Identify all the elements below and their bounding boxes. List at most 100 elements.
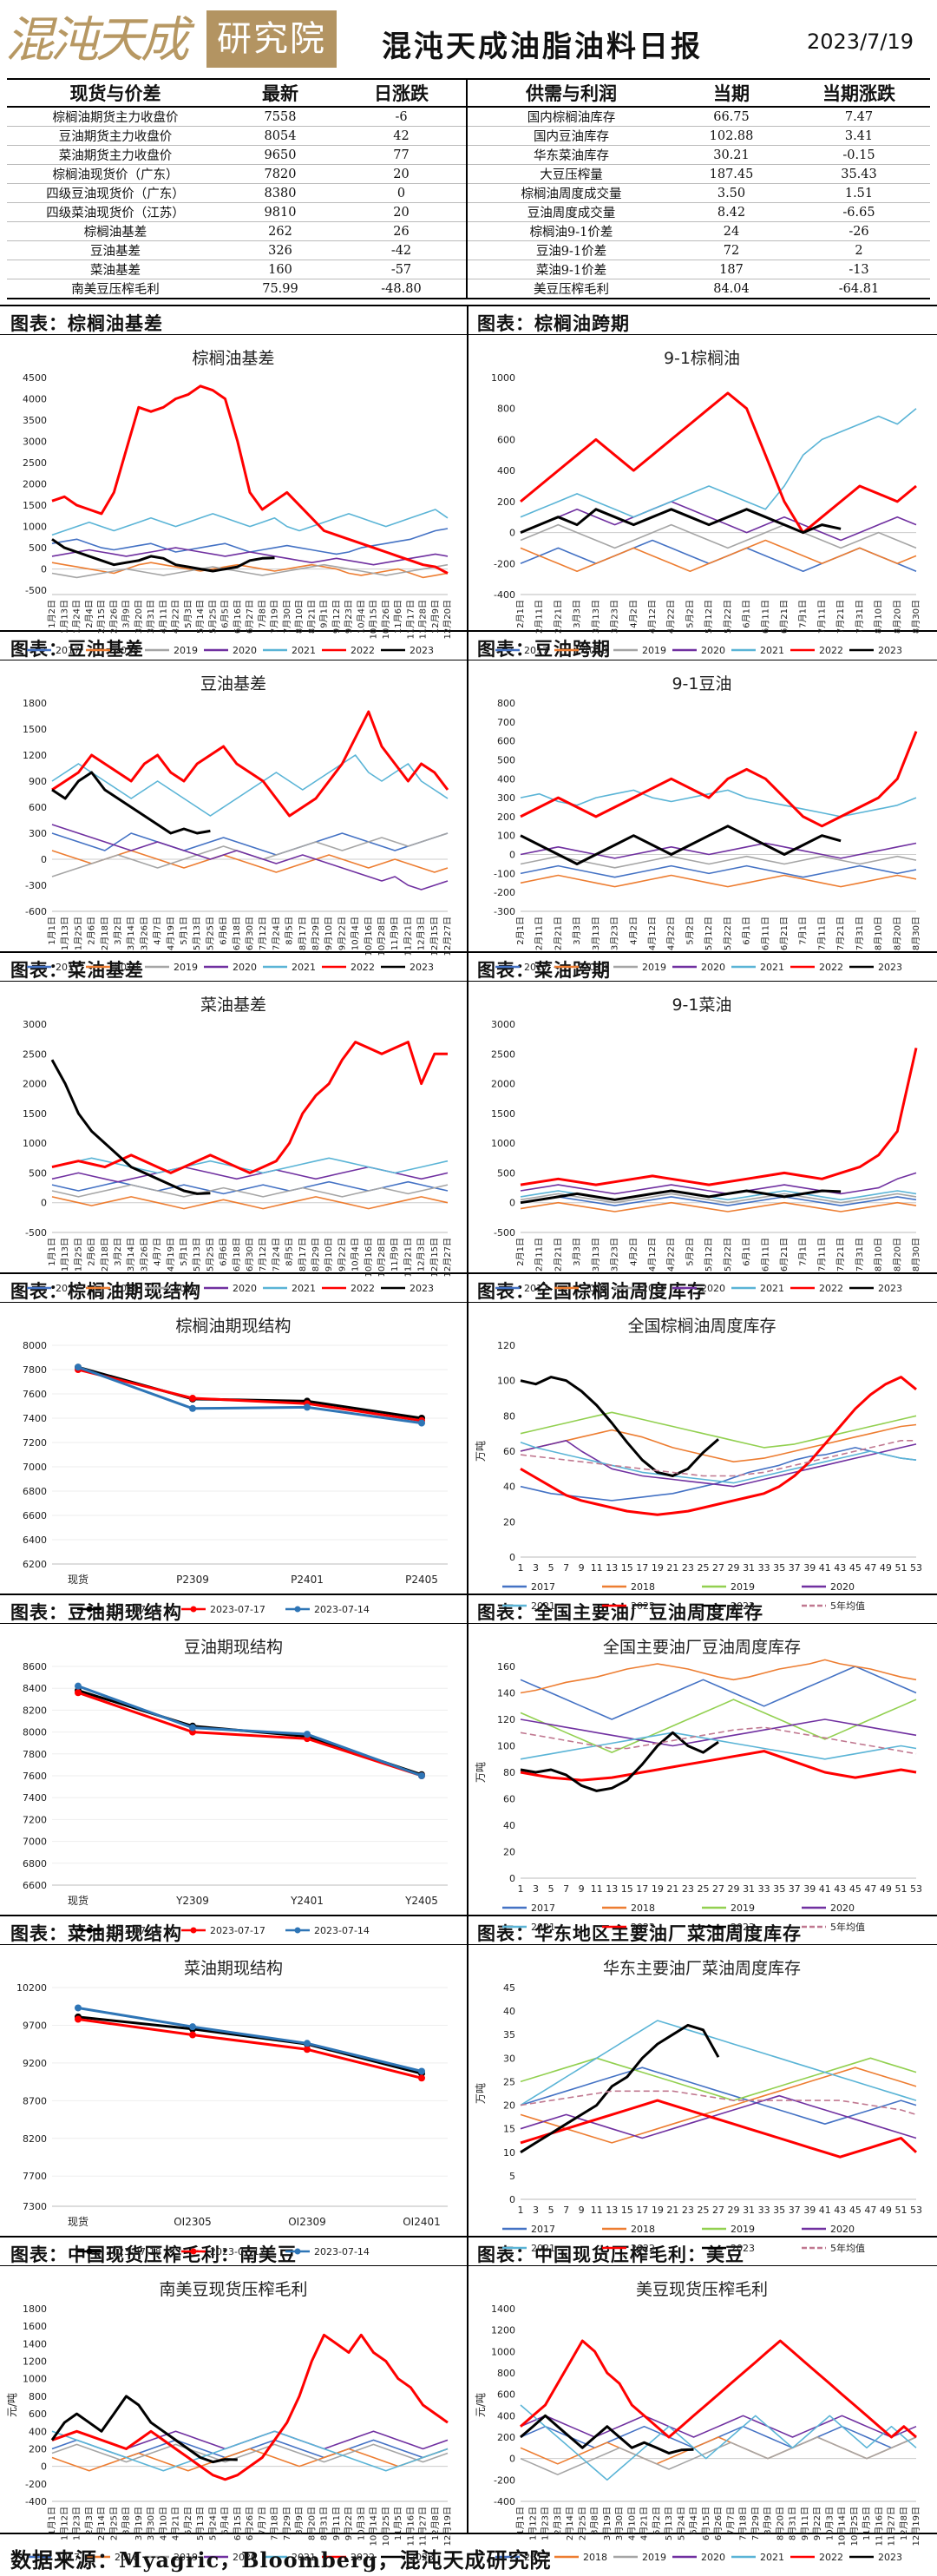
y-tick-label: -600 <box>25 906 47 917</box>
y-tick-label: 1200 <box>23 2356 47 2368</box>
y-tick-label: 20 <box>503 2100 515 2112</box>
legend-label: 2019 <box>174 962 198 973</box>
x-tick-label: 4月22日 <box>666 600 677 634</box>
legend-label: 2020 <box>233 2552 257 2563</box>
legend-label: 2021 <box>760 1283 784 1294</box>
x-tick-label: 4月19日 <box>166 917 176 950</box>
x-tick-label: 5月25日 <box>207 600 218 634</box>
series-line-2017 <box>520 864 917 878</box>
table-row: 棕榈油基差 262 26 棕榈油9-1价差 24 -26 <box>7 221 930 241</box>
y-tick-label: 500 <box>497 1167 515 1179</box>
legend-label: 2023 <box>731 1600 755 1612</box>
legend-label: 2020 <box>830 1902 855 1914</box>
y-tick-label: 9700 <box>23 2020 47 2031</box>
y-tick-label: 6600 <box>23 1880 47 1891</box>
section-divider <box>0 305 937 306</box>
section-title: 图表：全国棕榈油周度库存 <box>477 1280 706 1302</box>
x-tick-label: 10月16日 <box>364 1238 374 1277</box>
x-tick-label: 7月21日 <box>835 917 846 950</box>
legend-label: 2019 <box>642 962 666 973</box>
x-tick-label: 53 <box>910 1562 922 1574</box>
y-tick-label: 1400 <box>491 2303 515 2315</box>
series-line-2018 <box>520 539 917 572</box>
x-tick-label: 1月13日 <box>59 600 69 634</box>
x-tick-label: 6月11日 <box>760 600 770 634</box>
chart-panel-palm_stock: 全国棕榈油周度库存 万吨 120 100 80 60 40 20 0 1 3 5 7 9 11 13 15 17 1… <box>472 1305 932 1625</box>
series-line-2019 <box>520 523 917 549</box>
chart-panel-sa_crush: 南美豆现货压榨毛利 元/吨 1800 1600 1400 1200 1000 800 600 40… <box>3 2269 463 2573</box>
table-cell: 30.21 <box>675 145 788 165</box>
legend-marker <box>294 1927 301 1934</box>
x-tick-label: 13 <box>606 2205 618 2216</box>
x-tick-label: 5月25日 <box>205 917 215 950</box>
legend-label: 2019 <box>174 2552 198 2563</box>
x-tick-label: 23 <box>682 1883 694 1895</box>
x-tick-label: 10月28日 <box>377 917 387 956</box>
x-tick-label: 7月18日 <box>270 2507 280 2540</box>
y-tick-label: 1500 <box>23 1108 47 1120</box>
table-cell: 66.75 <box>675 107 788 127</box>
x-tick-label: 8月30日 <box>911 1238 921 1272</box>
x-tick-label: 1月12日 <box>59 2507 69 2540</box>
y-tick-label: -200 <box>494 558 515 569</box>
x-tick-label: 1月1日 <box>47 917 57 945</box>
x-tick-label: 5月13日 <box>664 2507 674 2540</box>
x-tick-label: 29 <box>728 1883 740 1895</box>
legend-label: 2023-07-18 <box>106 1604 161 1615</box>
y-tick-label: 160 <box>497 1661 515 1672</box>
x-tick-label: 8月31日 <box>788 2507 798 2540</box>
x-tick-label: 10月28日 <box>377 1238 387 1277</box>
legend-label: 2023-07-18 <box>106 2246 161 2257</box>
x-tick-label: 1月1日 <box>47 2507 57 2535</box>
y-tick-label: 80 <box>503 1767 515 1778</box>
x-tick-label: 9 <box>579 1883 585 1895</box>
y-tick-label: -200 <box>494 2474 515 2486</box>
y-tick-label: 10 <box>503 2147 515 2159</box>
table-cell: 菜油期货主力收盘价 <box>7 145 224 165</box>
legend-label: 2020 <box>701 2552 725 2563</box>
x-tick-label: 4月2日 <box>628 600 639 628</box>
data-point <box>75 1689 82 1697</box>
legend-label: 2022 <box>631 1600 655 1612</box>
section-title: 图表：豆油跨期 <box>477 638 611 660</box>
series-line-2021 <box>51 2430 449 2472</box>
section-divider <box>0 1594 937 1595</box>
series-line-2019 <box>520 2057 917 2101</box>
table-cell: 26 <box>337 221 468 241</box>
x-tick-label: 5月25日 <box>205 1238 215 1272</box>
x-tick-label: 3月3日 <box>572 600 582 628</box>
x-tick-label: 10月3日 <box>824 2507 835 2540</box>
x-tick-label: 19 <box>652 2205 664 2216</box>
x-tick-label: 7月12日 <box>258 917 268 950</box>
data-point <box>75 1682 82 1690</box>
legend-label: 2017 <box>531 2224 555 2235</box>
legend-label: 2018 <box>115 645 139 656</box>
series-line-2020 <box>520 2094 917 2139</box>
y-tick-label: 1000 <box>491 372 515 384</box>
series-line-2023-07-14 <box>77 1365 423 1425</box>
legend-label: 2023-07-17 <box>210 1604 265 1615</box>
x-tick-label: 4月21日 <box>171 2507 181 2540</box>
series-line-2021 <box>520 789 917 818</box>
x-tick-label: 37 <box>789 1562 801 1574</box>
section-title: 图表：菜油跨期 <box>477 959 611 981</box>
table-cell: -26 <box>788 221 930 241</box>
x-tick-label: 6月18日 <box>232 1238 242 1272</box>
table-cell: -6 <box>337 107 468 127</box>
chart-panel-soy_basis: 豆油基差 1800 1500 1200 900 600 300 0 -300 -600 1月1日 1月… <box>3 663 463 982</box>
table-cell: 国内豆油库存 <box>467 126 675 146</box>
y-tick-label: 1500 <box>23 500 47 511</box>
x-tick-label: 21 <box>666 2205 678 2216</box>
series-line-2022 <box>520 2339 917 2439</box>
x-tick-label: 8月29日 <box>311 1238 321 1272</box>
series-line-2023-07-17 <box>77 2018 423 2080</box>
y-tick-label: 20 <box>503 1516 515 1528</box>
legend-label: 2018 <box>115 2552 139 2563</box>
x-tick-label: 17 <box>636 2205 648 2216</box>
table-cell: 豆油9-1价差 <box>467 240 675 260</box>
x-tick-label: 7月8日 <box>257 600 267 628</box>
x-tick-label: 6月1日 <box>742 600 752 628</box>
series-line-2021 <box>51 754 449 817</box>
y-tick-label: 9200 <box>23 2058 47 2069</box>
